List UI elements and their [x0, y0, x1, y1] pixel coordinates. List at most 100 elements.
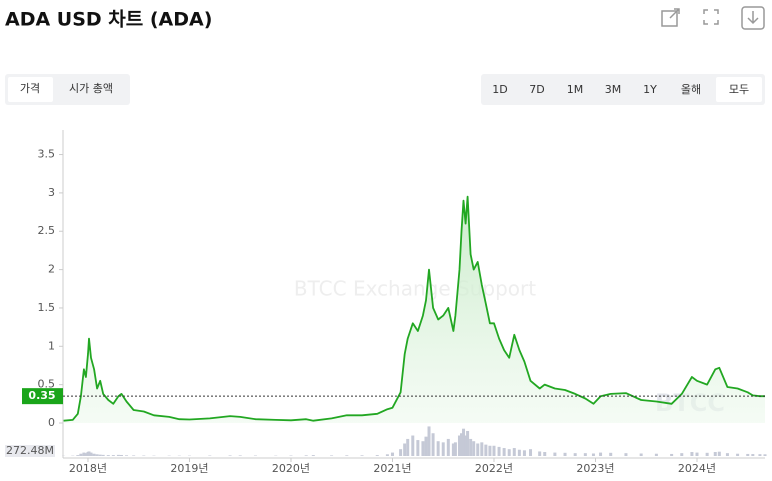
volume-bar: [584, 453, 587, 456]
x-tick-label: 2022년: [475, 462, 513, 475]
volume-bar: [112, 455, 115, 456]
fullscreen-icon[interactable]: [704, 10, 718, 24]
volume-bar: [239, 455, 242, 456]
volume-bar: [758, 454, 761, 456]
volume-bar: [488, 446, 491, 456]
volume-bar: [466, 431, 469, 456]
volume-bar: [513, 448, 516, 456]
volume-bar: [726, 453, 729, 456]
volume-bar: [680, 453, 683, 456]
volume-bar: [718, 452, 721, 456]
volume-bar: [416, 440, 419, 456]
volume-bar: [432, 433, 435, 456]
volume-bar: [107, 455, 110, 456]
volume-bar: [472, 441, 475, 456]
page-title: ADA USD 차트 (ADA): [5, 9, 212, 31]
volume-bar: [640, 453, 643, 456]
volume-bar: [399, 449, 402, 456]
volume-bar: [670, 454, 673, 456]
volume-bar: [484, 445, 487, 456]
volume-bar: [564, 453, 567, 456]
volume-bar: [411, 436, 414, 456]
volume-bar: [523, 450, 526, 456]
volume-bar: [406, 439, 409, 456]
y-tick-label: 3.5: [38, 148, 56, 161]
volume-bar: [746, 454, 749, 456]
volume-bar: [736, 454, 739, 456]
volume-bar: [447, 439, 450, 456]
volume-bar: [442, 442, 445, 456]
y-tick-label: 3: [48, 186, 55, 199]
tab[interactable]: 시가 총액: [69, 82, 113, 95]
volume-bar: [361, 455, 364, 456]
volume-bar: [117, 455, 120, 456]
tab[interactable]: 가격: [20, 82, 40, 95]
volume-bar: [437, 441, 440, 456]
volume-bar: [492, 446, 495, 456]
volume-bar: [120, 455, 123, 456]
share-icon[interactable]: [662, 9, 679, 26]
volume-bar: [125, 455, 128, 456]
volume-bar: [76, 455, 79, 456]
range-button[interactable]: 1D: [492, 83, 507, 96]
volume-bar: [609, 453, 612, 456]
volume-bar: [508, 449, 511, 456]
volume-bar: [690, 452, 693, 456]
y-tick-label: 1: [48, 339, 55, 352]
volume-bar: [503, 448, 506, 456]
current-price-label: 0.35: [28, 389, 55, 402]
volume-bar: [714, 452, 717, 456]
volume-bar: [469, 439, 472, 456]
volume-bar: [518, 450, 521, 456]
volume-bar: [764, 454, 767, 456]
x-tick-label: 2019년: [170, 462, 208, 475]
volume-bar: [454, 442, 457, 456]
volume-bar: [574, 453, 577, 456]
volume-bar: [386, 454, 389, 456]
volume-bar: [391, 453, 394, 456]
volume-bar: [79, 454, 82, 456]
volume-bar: [93, 454, 96, 456]
volume-bar: [330, 455, 333, 456]
volume-bar: [543, 452, 546, 456]
y-tick-label: 0: [48, 416, 55, 429]
volume-bar: [90, 453, 93, 456]
volume-bar: [312, 455, 315, 456]
x-tick-label: 2024년: [678, 462, 716, 475]
volume-bar: [655, 454, 658, 456]
range-button[interactable]: 1Y: [643, 83, 657, 96]
volume-bar: [305, 455, 308, 456]
volume-bar: [421, 441, 424, 456]
x-tick-label: 2020년: [272, 462, 310, 475]
range-button[interactable]: 7D: [529, 83, 544, 96]
x-tick-label: 2021년: [373, 462, 411, 475]
range-button[interactable]: 1M: [567, 83, 584, 96]
volume-bar: [132, 455, 135, 456]
download-icon[interactable]: [742, 7, 764, 29]
volume-bar: [480, 442, 483, 456]
volume-bar: [96, 454, 99, 456]
range-button[interactable]: 모두: [729, 83, 749, 96]
volume-bar: [99, 455, 102, 456]
volume-bar: [624, 453, 627, 456]
volume-bar: [476, 443, 479, 456]
volume-bar: [599, 453, 602, 456]
y-tick-label: 1.5: [38, 301, 56, 314]
volume-bar: [345, 455, 348, 456]
volume-bar: [229, 455, 232, 456]
volume-bar: [376, 455, 379, 456]
range-button[interactable]: 올해: [681, 82, 701, 96]
range-button[interactable]: 3M: [605, 83, 622, 96]
volume-bar: [695, 453, 698, 456]
volume-bar: [529, 449, 532, 456]
volume-bar: [403, 443, 406, 456]
x-tick-label: 2018년: [69, 462, 107, 475]
volume-bar: [424, 437, 427, 456]
y-tick-label: 2: [48, 263, 55, 276]
volume-bar: [553, 453, 556, 456]
y-tick-label: 2.5: [38, 224, 56, 237]
volume-bar: [706, 453, 709, 456]
x-tick-label: 2023년: [576, 462, 614, 475]
